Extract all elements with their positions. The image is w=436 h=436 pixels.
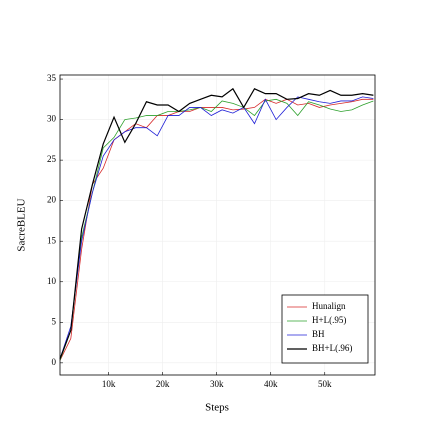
legend-label: BH+L(.96): [312, 343, 352, 353]
y-axis-label: SacreBLEU: [16, 198, 28, 251]
legend-box: [281, 294, 369, 364]
y-tick-label: 30: [47, 114, 57, 124]
y-tick-label: 25: [47, 154, 57, 164]
y-tick-label: 10: [47, 276, 57, 286]
y-tick-label: 15: [47, 235, 57, 245]
x-tick-label: 10k: [102, 379, 116, 389]
legend-label: BH: [312, 329, 325, 339]
y-tick-label: 35: [47, 73, 57, 83]
y-tick-label: 0: [52, 357, 57, 367]
x-tick-label: 30k: [210, 379, 224, 389]
plot-frame: [59, 74, 376, 376]
x-axis-label: Steps: [205, 402, 229, 414]
y-tick-label: 5: [52, 316, 57, 326]
x-tick-label: 20k: [156, 379, 170, 389]
y-tick-label: 20: [47, 195, 57, 205]
legend-label: Hunalign: [312, 301, 346, 311]
legend-label: H+L(.95): [312, 315, 346, 325]
line-series: [59, 98, 374, 361]
line-series: [59, 96, 374, 359]
x-tick-label: 40k: [264, 379, 278, 389]
line-series: [59, 98, 374, 361]
x-tick-label: 50k: [318, 379, 332, 389]
line-series: [59, 87, 374, 359]
